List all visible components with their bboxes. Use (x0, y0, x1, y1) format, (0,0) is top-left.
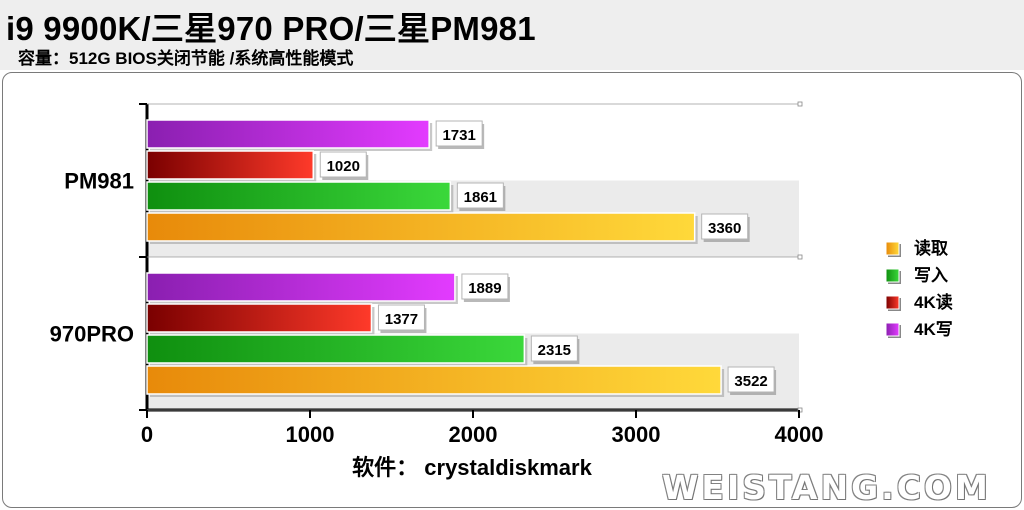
data-label-box (727, 366, 775, 393)
category-label: 970PRO (50, 322, 134, 347)
bar-4K读 (146, 150, 315, 180)
bar-4K写 (146, 119, 430, 149)
x-tick-label: 4000 (775, 422, 824, 447)
legend-label: 读取 (914, 238, 948, 258)
bar-写入 (146, 181, 452, 211)
data-label: 1377 (385, 311, 418, 328)
legend-label: 4K读 (914, 292, 953, 312)
data-label: 1889 (468, 280, 501, 297)
gridline-end-marker (797, 254, 803, 260)
x-tick-label: 3000 (612, 422, 661, 447)
data-label-box (319, 151, 367, 178)
page-subtitle: 容量：512G BIOS关闭节能 /系统高性能模式 (18, 49, 354, 68)
bar-4K写 (146, 272, 456, 302)
data-label-box (456, 182, 504, 209)
data-label: 1861 (464, 189, 497, 206)
page-title: i9 9900K/三星970 PRO/三星PM981 (6, 10, 536, 47)
legend-label: 写入 (914, 266, 948, 285)
data-label: 1731 (442, 127, 475, 144)
data-label-box (701, 213, 749, 240)
x-tick-label: 2000 (449, 422, 498, 447)
x-axis-title: 软件： crystaldiskmark (352, 455, 592, 480)
bar-4K读 (146, 303, 373, 333)
data-label: 2315 (538, 342, 571, 359)
watermark-text: WEISTANG.COM (662, 468, 991, 507)
header: i9 9900K/三星970 PRO/三星PM981 容量：512G BIOS关… (0, 0, 1024, 70)
data-label-box (461, 273, 509, 300)
legend-swatch (885, 295, 900, 310)
data-label: 3522 (734, 373, 767, 390)
gridline-end-marker (797, 101, 803, 107)
x-tick-label: 0 (141, 422, 153, 447)
data-label-box (435, 120, 483, 147)
legend-label: 4K写 (914, 320, 953, 339)
bar-写入 (146, 334, 526, 364)
data-label: 3360 (708, 220, 741, 237)
category-label: PM981 (64, 169, 134, 194)
data-label: 1020 (327, 158, 360, 175)
legend-swatch (885, 322, 900, 337)
bar-读取 (146, 212, 696, 242)
data-label-box (530, 335, 578, 362)
legend-swatch (885, 268, 900, 283)
bar-读取 (146, 365, 722, 395)
x-tick-label: 1000 (286, 422, 335, 447)
legend-swatch (885, 241, 900, 256)
data-label-box (377, 304, 425, 331)
